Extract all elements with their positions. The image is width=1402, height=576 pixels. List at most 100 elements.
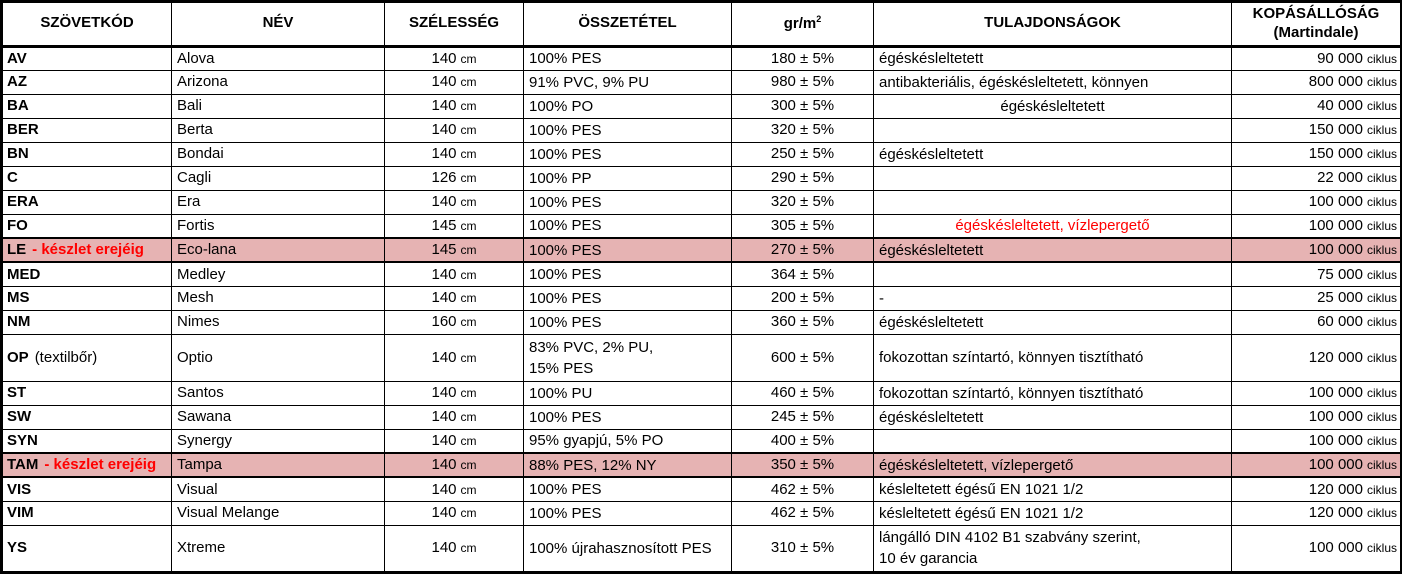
composition-cell: 100% PES bbox=[523, 45, 732, 71]
abrasion-unit: ciklus bbox=[1366, 267, 1397, 282]
width-cell: 140 cm bbox=[384, 45, 524, 71]
abrasion-value: 75 000 bbox=[1317, 265, 1363, 283]
width-cell: 140 cm bbox=[384, 333, 524, 382]
weight-cell: 400 ± 5% bbox=[731, 428, 874, 454]
fabric-code-cell: OP (textilbőr) bbox=[1, 333, 172, 382]
fabric-name-cell: Mesh bbox=[171, 285, 385, 311]
width-unit: cm bbox=[460, 171, 477, 186]
fabric-name-cell: Tampa bbox=[171, 452, 385, 478]
composition-cell: 83% PVC, 2% PU, 15% PES bbox=[523, 333, 732, 382]
weight-cell: 360 ± 5% bbox=[731, 309, 874, 335]
fabric-code: AV bbox=[7, 49, 27, 67]
fabric-code: BER bbox=[7, 121, 39, 139]
abrasion-header-title: KOPÁSÁLLÓSÁG bbox=[1252, 5, 1380, 22]
composition-cell: 100% PES bbox=[523, 285, 732, 311]
width-value: 140 bbox=[431, 384, 457, 402]
abrasion-cell: 100 000 ciklus bbox=[1231, 428, 1402, 454]
width-unit: cm bbox=[460, 123, 477, 138]
fabric-code: VIM bbox=[7, 504, 34, 522]
abrasion-unit: ciklus bbox=[1366, 51, 1397, 66]
width-cell: 145 cm bbox=[384, 237, 524, 263]
weight-cell: 462 ± 5% bbox=[731, 500, 874, 526]
fabric-code-cell: ERA bbox=[1, 189, 172, 215]
fabric-code: YS bbox=[7, 539, 28, 557]
fabric-name-cell: Cagli bbox=[171, 165, 385, 191]
weight-cell: 600 ± 5% bbox=[731, 333, 874, 382]
table-row: OP (textilbőr) Optio 140 cm 83% PVC, 2% PU… bbox=[1, 333, 1402, 382]
composition-cell: 100% PES bbox=[523, 237, 732, 263]
properties-cell: antibakteriális, égéskésleltetett, könny… bbox=[873, 69, 1232, 95]
fabric-name-cell: Bondai bbox=[171, 141, 385, 167]
width-cell: 140 cm bbox=[384, 380, 524, 406]
fabric-code: SYN bbox=[7, 432, 38, 449]
properties-cell: égéskésleltetett bbox=[873, 237, 1232, 263]
col-header-name: NÉV bbox=[171, 1, 385, 48]
width-value: 140 bbox=[431, 504, 457, 522]
width-cell: 140 cm bbox=[384, 524, 524, 573]
fabric-code: ERA bbox=[7, 193, 39, 211]
width-unit: cm bbox=[460, 99, 477, 114]
fabric-name-cell: Xtreme bbox=[171, 524, 385, 573]
width-unit: cm bbox=[460, 219, 477, 233]
table-row: AZ Arizona 140 cm 91% PVC, 9% PU 980 ± 5%… bbox=[1, 69, 1402, 95]
width-value: 140 bbox=[431, 480, 457, 498]
fabric-name-cell: Bali bbox=[171, 93, 385, 119]
abrasion-unit: ciklus bbox=[1366, 386, 1397, 401]
fabric-code-cell: TAM - készlet erejéig bbox=[1, 452, 172, 478]
weight-cell: 320 ± 5% bbox=[731, 117, 874, 143]
weight-cell: 250 ± 5% bbox=[731, 141, 874, 167]
properties-cell bbox=[873, 165, 1232, 191]
width-cell: 140 cm bbox=[384, 428, 524, 454]
abrasion-value: 40 000 bbox=[1317, 97, 1363, 115]
composition-cell: 100% PU bbox=[523, 380, 732, 406]
fabric-code-cell: AV bbox=[1, 45, 172, 71]
composition-cell: 100% újrahasznosított PES bbox=[523, 524, 732, 573]
abrasion-value: 150 000 bbox=[1308, 145, 1363, 163]
width-cell: 140 cm bbox=[384, 93, 524, 119]
abrasion-cell: 800 000 ciklus bbox=[1231, 69, 1402, 95]
weight-cell: 980 ± 5% bbox=[731, 69, 874, 95]
abrasion-cell: 60 000 ciklus bbox=[1231, 309, 1402, 335]
width-cell: 140 cm bbox=[384, 261, 524, 287]
width-value: 140 bbox=[431, 539, 457, 557]
abrasion-value: 120 000 bbox=[1308, 480, 1363, 498]
fabric-name-cell: Alova bbox=[171, 45, 385, 71]
properties-cell: égéskésleltetett bbox=[873, 141, 1232, 167]
properties-cell: késleltetett égésű EN 1021 1/2 bbox=[873, 476, 1232, 502]
fabric-code: BA bbox=[7, 97, 29, 115]
fabric-code: OP bbox=[7, 348, 29, 366]
width-unit: cm bbox=[460, 291, 477, 306]
abrasion-unit: ciklus bbox=[1366, 219, 1397, 233]
width-cell: 140 cm bbox=[384, 285, 524, 311]
abrasion-unit: ciklus bbox=[1366, 195, 1397, 210]
table-row: NM Nimes 160 cm 100% PES 360 ± 5% égéskés… bbox=[1, 309, 1402, 335]
composition-cell: 100% PP bbox=[523, 165, 732, 191]
width-unit: cm bbox=[460, 482, 477, 497]
abrasion-value: 90 000 bbox=[1317, 49, 1363, 67]
properties-cell: égéskésleltetett, vízlepergető bbox=[873, 452, 1232, 478]
weight-cell: 300 ± 5% bbox=[731, 93, 874, 119]
abrasion-unit: ciklus bbox=[1366, 506, 1397, 521]
abrasion-value: 100 000 bbox=[1308, 384, 1363, 402]
fabric-name-cell: Santos bbox=[171, 380, 385, 406]
width-value: 140 bbox=[431, 456, 457, 474]
fabric-name-cell: Arizona bbox=[171, 69, 385, 95]
abrasion-cell: 120 000 ciklus bbox=[1231, 476, 1402, 502]
fabric-code-cell: FO bbox=[1, 213, 172, 239]
table-row: ST Santos 140 cm 100% PU 460 ± 5% fokozot… bbox=[1, 380, 1402, 406]
abrasion-header-subtitle: (Martindale) bbox=[1273, 23, 1359, 41]
fabric-code-cell: YS bbox=[1, 524, 172, 573]
width-unit: cm bbox=[460, 458, 477, 473]
abrasion-value: 120 000 bbox=[1308, 348, 1363, 366]
table-row: AV Alova 140 cm 100% PES 180 ± 5% égéskés… bbox=[1, 45, 1402, 71]
fabric-code-cell: SW bbox=[1, 404, 172, 430]
abrasion-unit: ciklus bbox=[1366, 434, 1397, 448]
composition-cell: 100% PO bbox=[523, 93, 732, 119]
fabric-name-cell: Medley bbox=[171, 261, 385, 287]
table-row: ERA Era 140 cm 100% PES 320 ± 5% 100 000 c… bbox=[1, 189, 1402, 215]
weight-cell: 364 ± 5% bbox=[731, 261, 874, 287]
composition-cell: 88% PES, 12% NY bbox=[523, 452, 732, 478]
col-header-properties: TULAJDONSÁGOK bbox=[873, 1, 1232, 48]
weight-cell: 320 ± 5% bbox=[731, 189, 874, 215]
abrasion-unit: ciklus bbox=[1366, 482, 1397, 497]
